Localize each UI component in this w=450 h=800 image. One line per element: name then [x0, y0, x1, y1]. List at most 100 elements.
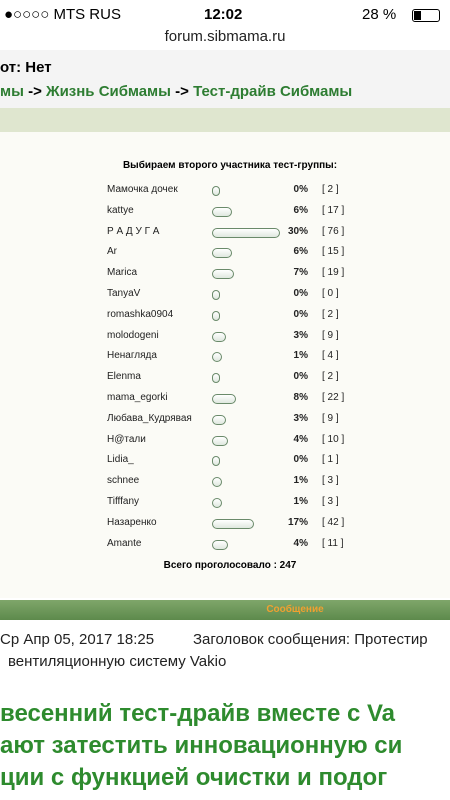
poll-title: Выбираем второго участника тест-группы:	[122, 160, 338, 171]
poll-row: molodogeni 3% [ 9 ]	[0, 328, 450, 348]
option-name: kattye	[107, 204, 134, 216]
poll-row: Ar 6% [ 15 ]	[0, 244, 450, 264]
votes: [ 11 ]	[322, 537, 344, 549]
votes: [ 0 ]	[322, 288, 339, 299]
votes: [ 3 ]	[322, 496, 339, 507]
post-bar-label: Сообщение	[266, 604, 324, 615]
post-subject-cont: вентиляционную систему Vakio	[8, 653, 227, 670]
votes: [ 9 ]	[322, 412, 339, 424]
vote-bar	[212, 310, 220, 321]
poll-row: Tifffany 1% [ 3 ]	[0, 494, 450, 514]
votes: [ 15 ]	[322, 246, 345, 258]
percent: 4%	[293, 537, 308, 549]
header-bg	[0, 50, 450, 108]
separator: ->	[175, 83, 189, 100]
poll-row: Elenma 0% [ 2 ]	[0, 369, 450, 389]
option-name: Marica	[107, 267, 138, 279]
percent: 6%	[293, 204, 308, 216]
table-header	[0, 108, 450, 132]
poll-row: Р А Д У Г А 30% [ 76 ]	[0, 224, 450, 244]
poll-total: Всего проголосовало : 247	[163, 560, 297, 571]
option-name: Р А Д У Г А	[107, 225, 160, 237]
vote-bar	[212, 518, 254, 529]
battery-text: 28 %	[362, 6, 397, 23]
percent: 0%	[293, 184, 308, 195]
percent: 3%	[293, 412, 308, 424]
poll-row: mama_egorki 8% [ 22 ]	[0, 390, 450, 410]
votes: [ 9 ]	[322, 329, 339, 341]
status-bar: ●○○○○ MTS RUS 12:02 28 %	[0, 0, 450, 28]
vote-bar	[212, 186, 220, 196]
url[interactable]: forum.sibmama.ru	[164, 28, 286, 45]
crumb[interactable]: Жизнь Сибмамы	[46, 83, 171, 100]
percent: 0%	[293, 288, 308, 299]
percent: 0%	[293, 308, 308, 320]
poll-row: Н@тали 4% [ 10 ]	[0, 432, 450, 452]
percent: 4%	[293, 433, 308, 445]
post-subject: Заголовок сообщения: Протестир	[193, 631, 428, 648]
poll-row: kattye 6% [ 17 ]	[0, 203, 450, 223]
option-name: Ar	[107, 246, 117, 258]
separator: ->	[28, 83, 42, 100]
option-name: Tifffany	[107, 496, 140, 507]
percent: 1%	[293, 350, 308, 362]
poll-row: TanyaV 0% [ 0 ]	[0, 286, 450, 306]
breadcrumb: мы -> Жизнь Сибмамы -> Тест-драйв Сибмам…	[0, 83, 352, 100]
vote-bar	[212, 477, 222, 488]
option-name: Н@тали	[107, 433, 146, 445]
percent: 3%	[293, 329, 308, 341]
votes: [ 2 ]	[322, 308, 339, 320]
post-bar: Сообщение	[0, 600, 450, 620]
body-line: ции с функцией очистки и подог	[0, 764, 388, 791]
option-name: Любава_Кудрявая	[107, 412, 192, 424]
votes: [ 19 ]	[322, 267, 345, 279]
vote-bar	[212, 394, 236, 404]
votes: [ 42 ]	[322, 516, 345, 528]
crumb[interactable]: Тест-драйв Сибмамы	[193, 83, 353, 100]
votes: [ 2 ]	[322, 184, 339, 195]
votes: [ 10 ]	[322, 433, 345, 445]
percent: 30%	[287, 225, 308, 237]
battery-icon	[412, 9, 440, 22]
poll-row: Lidia_ 0% [ 1 ]	[0, 452, 450, 472]
option-name: Lidia_	[107, 454, 134, 466]
poll-row: schnee 1% [ 3 ]	[0, 473, 450, 493]
poll-row: Ненагляда 1% [ 4 ]	[0, 348, 450, 368]
vote-bar	[212, 352, 222, 363]
percent: 7%	[293, 267, 308, 279]
crumb[interactable]: мы	[0, 83, 24, 100]
vote-bar	[212, 435, 228, 446]
vote-bar	[212, 498, 222, 508]
percent: 6%	[293, 246, 308, 258]
vote-bar	[212, 373, 220, 384]
vote-bar	[212, 456, 220, 467]
option-name: Назаренко	[107, 516, 157, 528]
poll-row: Marica 7% [ 19 ]	[0, 265, 450, 285]
poll-row: Любава_Кудрявая 3% [ 9 ]	[0, 411, 450, 431]
clock: 12:02	[204, 6, 243, 23]
vote-bar	[212, 269, 234, 280]
percent: 0%	[293, 454, 308, 466]
option-name: schnee	[107, 475, 140, 487]
option-name: molodogeni	[107, 329, 159, 341]
percent: 1%	[293, 475, 308, 487]
votes: [ 4 ]	[322, 350, 339, 362]
votes: [ 1 ]	[322, 454, 339, 466]
vote-bar	[212, 290, 220, 300]
option-name: Amante	[107, 537, 142, 549]
vote-bar	[212, 206, 232, 217]
body-line: весенний тест-драйв вместе с Va	[0, 700, 396, 727]
poll-row: romashka0904 0% [ 2 ]	[0, 307, 450, 327]
vote-bar	[212, 248, 232, 259]
option-name: mama_egorki	[107, 392, 168, 403]
percent: 17%	[287, 516, 308, 528]
option-name: Мамочка дочек	[107, 184, 178, 195]
vote-bar	[212, 331, 226, 342]
body-line: ают затестить инновационную си	[0, 732, 403, 759]
author-line: от: Нет	[0, 59, 52, 76]
post-date: Ср Апр 05, 2017 18:25	[0, 631, 155, 648]
option-name: TanyaV	[107, 288, 141, 299]
vote-bar	[212, 414, 226, 425]
vote-bar	[212, 539, 228, 550]
